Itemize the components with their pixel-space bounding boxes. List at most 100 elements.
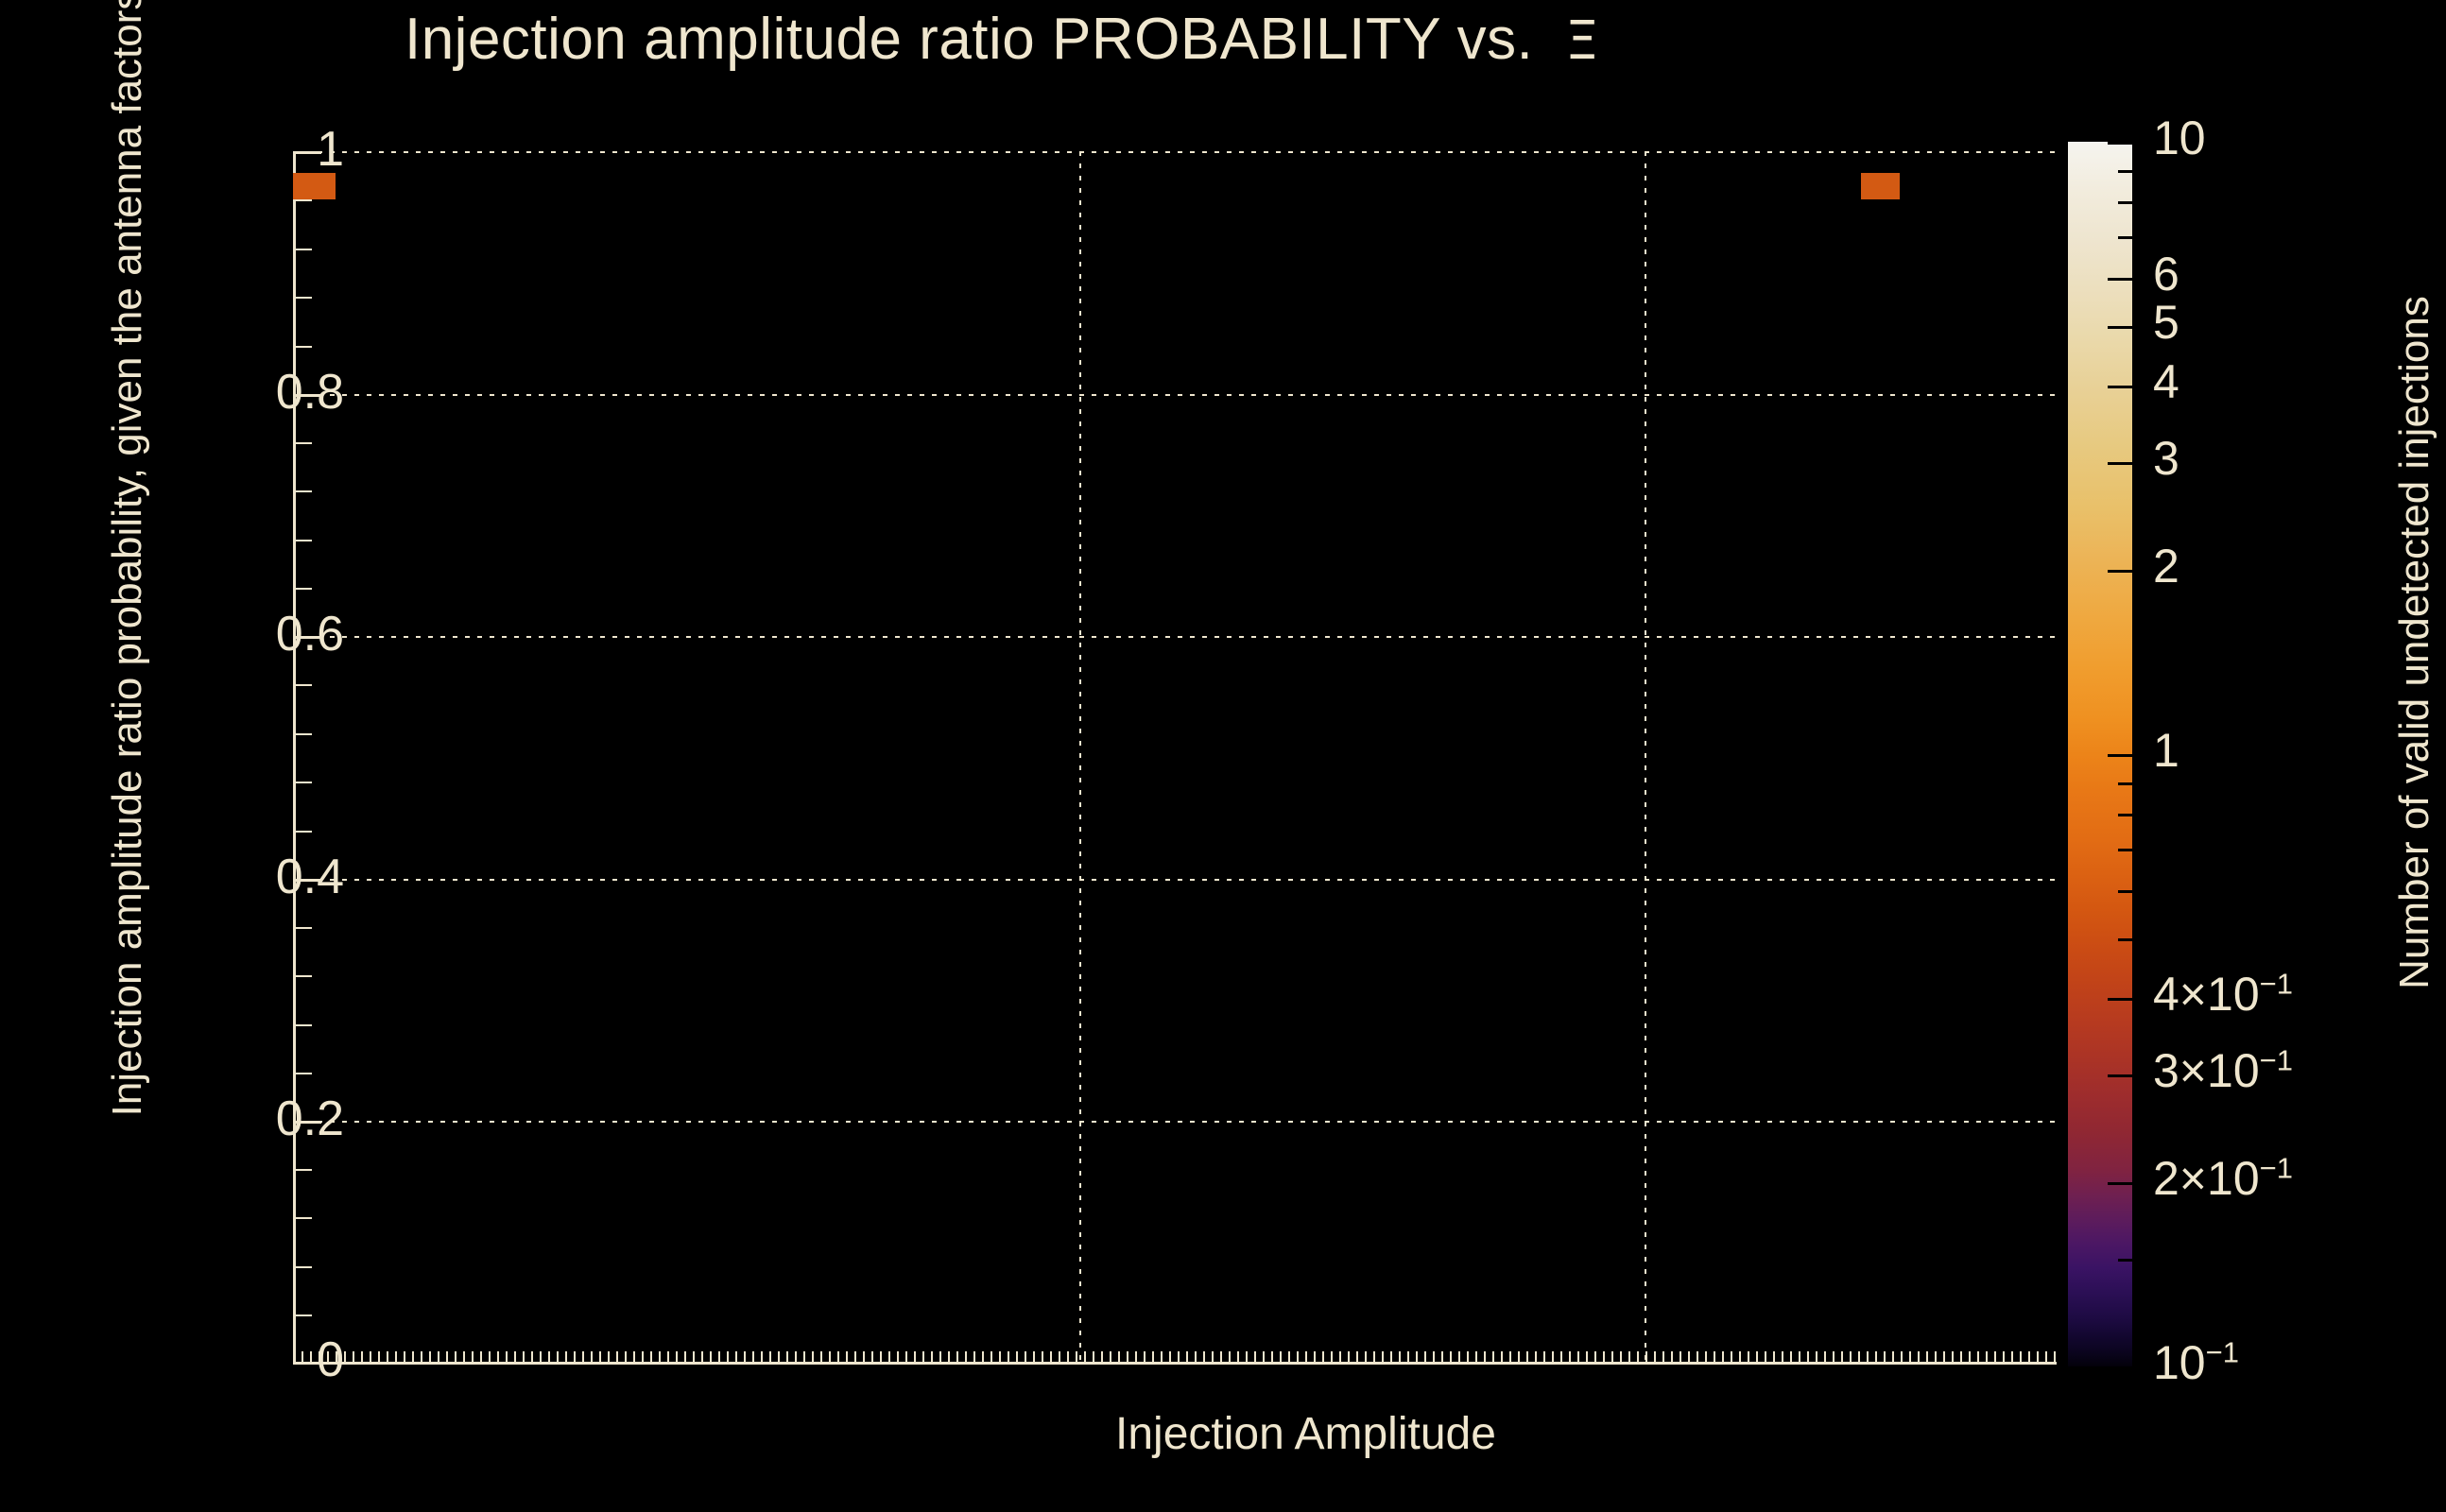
- tick-x-minor: [1858, 1351, 1860, 1363]
- tick-x-minor: [1765, 1351, 1766, 1363]
- tick-x-minor: [506, 1351, 508, 1363]
- tick-x-minor: [1475, 1351, 1477, 1363]
- tick-x-minor: [1441, 1351, 1443, 1363]
- tick-y-minor: [293, 1024, 312, 1026]
- tick-x-minor: [693, 1351, 695, 1363]
- tick-x-minor: [642, 1351, 644, 1363]
- x-axis-line: [293, 1362, 2057, 1365]
- tick-x-minor: [1254, 1351, 1256, 1363]
- tick-x-minor: [1246, 1351, 1248, 1363]
- tick-x-minor: [1093, 1351, 1094, 1363]
- tick-y-minor: [293, 975, 312, 977]
- colorbar-tick-minor: [2118, 938, 2132, 942]
- tick-y-minor: [293, 442, 312, 444]
- tick-x-minor: [905, 1351, 907, 1363]
- tick-x-minor: [931, 1351, 933, 1363]
- tick-x-minor: [1008, 1351, 1009, 1363]
- tick-x-minor: [812, 1351, 814, 1363]
- colorbar-tick-label: 6: [2153, 247, 2179, 301]
- tick-x-minor: [914, 1351, 916, 1363]
- tick-x-minor: [1152, 1351, 1154, 1363]
- tick-x-minor: [1671, 1351, 1673, 1363]
- tick-x-minor: [939, 1351, 941, 1363]
- colorbar-tick-minor: [2118, 889, 2132, 893]
- ytick-label-0.8: 0.8: [275, 365, 344, 420]
- tick-x-minor: [948, 1351, 950, 1363]
- tick-x-minor: [1654, 1351, 1656, 1363]
- colorbar-tick-major: [2108, 461, 2132, 465]
- tick-x-minor: [1169, 1351, 1171, 1363]
- tick-x-minor: [1467, 1351, 1469, 1363]
- tick-x-minor: [455, 1351, 456, 1363]
- tick-x-minor: [1042, 1351, 1043, 1363]
- tick-x-minor: [1195, 1351, 1197, 1363]
- tick-x-minor: [1433, 1351, 1435, 1363]
- tick-x-minor: [1790, 1351, 1792, 1363]
- tick-x-minor: [1577, 1351, 1579, 1363]
- tick-x-minor: [370, 1351, 371, 1363]
- tick-x-minor: [1263, 1351, 1265, 1363]
- tick-x-minor: [863, 1351, 865, 1363]
- page-title: Injection amplitude ratio PROBABILITY vs…: [0, 6, 2004, 73]
- colorbar-tick-minor: [2118, 782, 2132, 785]
- tick-x-minor: [497, 1351, 499, 1363]
- colorbar-tick-major: [2108, 277, 2132, 281]
- tick-y-major-1: [293, 151, 321, 154]
- tick-x-minor: [1382, 1351, 1384, 1363]
- tick-x-minor: [846, 1351, 848, 1363]
- tick-x-minor: [829, 1351, 831, 1363]
- tick-x-minor: [2020, 1351, 2022, 1363]
- colorbar-tick-major: [2108, 1366, 2132, 1369]
- tick-y-minor: [293, 1314, 312, 1316]
- tick-x-minor: [1237, 1351, 1239, 1363]
- tick-x-minor: [1756, 1351, 1758, 1363]
- tick-y-minor: [293, 588, 312, 590]
- tick-y-minor: [293, 831, 312, 833]
- tick-x-minor: [336, 1351, 337, 1363]
- tick-x-minor: [1067, 1351, 1069, 1363]
- tick-x-minor: [540, 1351, 542, 1363]
- tick-x-minor: [438, 1351, 439, 1363]
- colorbar-tick-label: 4: [2153, 354, 2179, 408]
- tick-x-minor: [1271, 1351, 1273, 1363]
- tick-x-minor: [854, 1351, 856, 1363]
- tick-x-minor: [1543, 1351, 1545, 1363]
- ytick-label-0.2: 0.2: [275, 1091, 344, 1146]
- tick-x-minor: [1697, 1351, 1698, 1363]
- tick-x-minor: [1118, 1351, 1120, 1363]
- tick-x-minor: [1076, 1351, 1077, 1363]
- tick-x-minor: [1033, 1351, 1035, 1363]
- plot-area[interactable]: [293, 151, 2057, 1364]
- tick-x-minor: [1135, 1351, 1137, 1363]
- tick-x-minor: [1450, 1351, 1452, 1363]
- colorbar-tick-minor: [2118, 813, 2132, 816]
- colorbar[interactable]: [2068, 142, 2132, 1369]
- tick-x-minor: [395, 1351, 397, 1363]
- tick-x-minor: [1144, 1351, 1145, 1363]
- tick-x-minor: [1739, 1351, 1741, 1363]
- tick-x-minor: [1509, 1351, 1511, 1363]
- tick-x-minor: [2045, 1351, 2047, 1363]
- data-marker[interactable]: [293, 173, 336, 199]
- tick-x-minor: [982, 1351, 984, 1363]
- tick-x-minor: [973, 1351, 975, 1363]
- tick-x-minor: [404, 1351, 405, 1363]
- gridline-x-1: [1079, 151, 1081, 1364]
- tick-x-minor: [1484, 1351, 1486, 1363]
- y-axis-label: Injection amplitude ratio probability, g…: [104, 0, 150, 1117]
- tick-x-minor: [1322, 1351, 1324, 1363]
- tick-x-minor: [412, 1351, 414, 1363]
- tick-x-minor: [1850, 1351, 1852, 1363]
- tick-x-minor: [1748, 1351, 1749, 1363]
- tick-x-minor: [1229, 1351, 1231, 1363]
- data-marker[interactable]: [1861, 173, 1900, 199]
- tick-x-minor: [344, 1351, 346, 1363]
- tick-x-minor: [888, 1351, 890, 1363]
- tick-y-minor: [293, 782, 312, 783]
- colorbar-tick-major: [2108, 997, 2132, 1001]
- tick-y-minor: [293, 249, 312, 250]
- tick-x-minor: [1356, 1351, 1358, 1363]
- tick-x-minor: [1977, 1351, 1979, 1363]
- tick-x-minor: [472, 1351, 474, 1363]
- tick-x-minor: [1952, 1351, 1954, 1363]
